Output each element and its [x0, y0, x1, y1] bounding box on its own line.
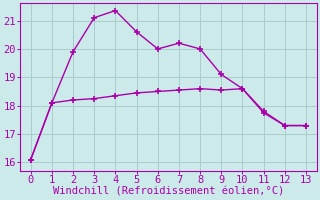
X-axis label: Windchill (Refroidissement éolien,°C): Windchill (Refroidissement éolien,°C)	[53, 187, 284, 197]
